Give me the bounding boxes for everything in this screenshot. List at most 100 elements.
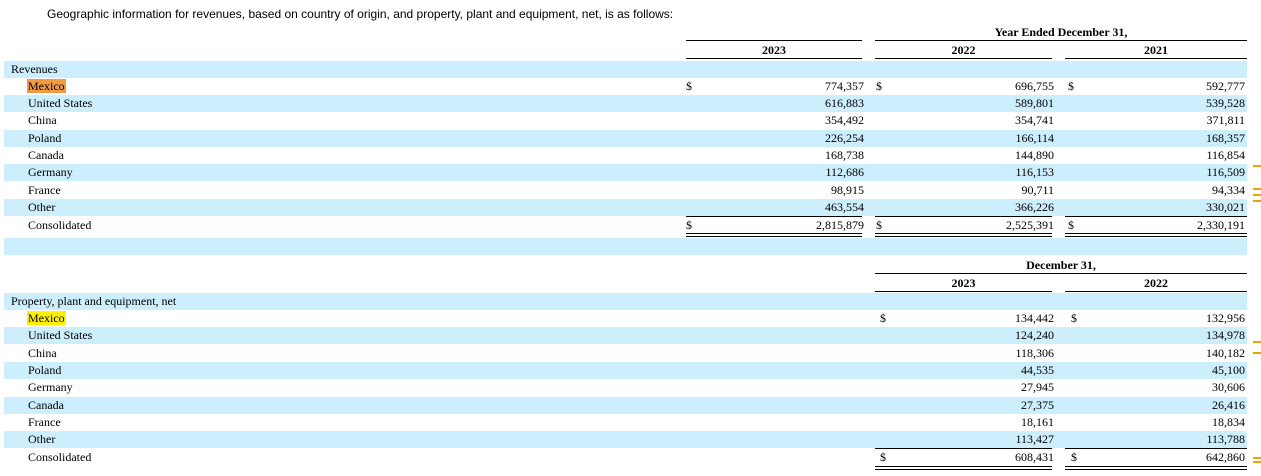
value-cell: 642,860	[1206, 450, 1245, 464]
currency-symbol: $	[880, 450, 886, 464]
revenues-year-2023: 2023	[762, 43, 786, 57]
total-double-rule	[1065, 233, 1247, 237]
value-cell: 113,788	[1206, 432, 1245, 446]
header-rule	[875, 40, 1247, 41]
subtotal-rule	[1065, 448, 1247, 449]
total-double-rule	[1065, 466, 1247, 470]
value-cell: 608,431	[1015, 450, 1054, 464]
total-double-rule	[875, 466, 1052, 470]
value-cell: 27,945	[1021, 380, 1054, 394]
value-cell: 366,226	[1015, 200, 1054, 214]
currency-symbol: $	[1071, 450, 1077, 464]
value-cell: 116,509	[1206, 165, 1245, 179]
row-label: United States	[28, 328, 93, 342]
value-cell: 371,811	[1206, 113, 1245, 127]
value-cell: 116,854	[1206, 148, 1245, 162]
currency-symbol: $	[876, 218, 882, 232]
value-cell: 27,375	[1021, 398, 1054, 412]
value-cell: 30,606	[1212, 380, 1245, 394]
table-row: Revenues	[4, 61, 1247, 78]
value-cell: 616,883	[825, 96, 864, 110]
value-cell: 463,554	[825, 200, 864, 214]
change-mark	[1253, 188, 1261, 190]
table-row: France 18,161 18,834	[4, 414, 1247, 431]
row-label: Other	[28, 432, 56, 446]
revenues-year-2021: 2021	[1144, 43, 1168, 57]
table-row-total: Consolidated $ 608,431 $ 642,860	[4, 449, 1247, 466]
table-row: Canada 27,375 26,416	[4, 397, 1247, 414]
total-double-rule	[875, 233, 1052, 237]
row-label: Germany	[28, 380, 73, 394]
revenues-year-2022: 2022	[951, 43, 976, 57]
value-cell: 144,890	[1015, 148, 1054, 162]
value-cell: 94,334	[1212, 183, 1245, 197]
row-label: Poland	[28, 363, 62, 377]
row-label: Mexico	[27, 310, 66, 327]
header-rule	[686, 40, 862, 41]
row-label: United States	[28, 96, 93, 110]
value-cell: 26,416	[1212, 398, 1245, 412]
row-label: Consolidated	[28, 450, 92, 464]
value-cell: 124,240	[1015, 328, 1054, 342]
table-row: Mexico $ 134,442 $ 132,956	[4, 310, 1247, 327]
value-cell: 168,738	[825, 148, 864, 162]
ppe-year-2022: 2022	[1144, 276, 1168, 290]
table-row: Other 463,554 366,226 330,021	[4, 199, 1247, 216]
value-cell: 98,915	[831, 183, 864, 197]
ppe-period-header: December 31,	[1026, 258, 1096, 272]
table-row: Canada 168,738 144,890 116,854	[4, 147, 1247, 164]
currency-symbol: $	[686, 218, 692, 232]
value-cell: 166,114	[1015, 131, 1054, 145]
value-cell: 2,815,879	[816, 218, 864, 232]
revenues-period-header: Year Ended December 31,	[994, 25, 1128, 39]
row-label: Canada	[28, 148, 64, 162]
table-row: Poland 226,254 166,114 168,357	[4, 130, 1247, 147]
table-row: United States 616,883 589,801 539,528	[4, 95, 1247, 112]
row-label: France	[28, 415, 61, 429]
table-row: United States 124,240 134,978	[4, 327, 1247, 344]
value-cell: 112,686	[825, 165, 864, 179]
value-cell: 118,306	[1015, 346, 1054, 360]
value-cell: 132,956	[1206, 311, 1245, 325]
change-mark	[1253, 457, 1261, 459]
row-label: Canada	[28, 398, 64, 412]
header-rule	[875, 291, 1052, 292]
change-mark	[1253, 200, 1261, 202]
value-cell: 2,525,391	[1006, 218, 1054, 232]
row-label: China	[28, 113, 57, 127]
change-mark	[1253, 194, 1261, 196]
currency-symbol: $	[1068, 218, 1074, 232]
value-cell: 116,153	[1015, 165, 1054, 179]
value-cell: 168,357	[1206, 131, 1245, 145]
table-row-total: Consolidated $ 2,815,879 $ 2,525,391 $ 2…	[4, 217, 1247, 234]
change-mark	[1253, 352, 1261, 354]
table-row: China 118,306 140,182	[4, 345, 1247, 362]
currency-symbol: $	[1071, 311, 1077, 325]
value-cell: 354,492	[825, 113, 864, 127]
subtotal-rule	[686, 216, 862, 217]
row-label-highlight: Mexico	[27, 311, 66, 325]
subtotal-rule	[1065, 216, 1247, 217]
table-row: China 354,492 354,741 371,811	[4, 112, 1247, 129]
total-double-rule	[686, 233, 862, 237]
spacer-row	[4, 238, 1247, 255]
row-label: Germany	[28, 165, 73, 179]
value-cell: 354,741	[1015, 113, 1054, 127]
subtotal-rule	[875, 448, 1052, 449]
value-cell: 113,427	[1015, 432, 1054, 446]
revenues-section-label: Revenues	[11, 62, 58, 76]
currency-symbol: $	[686, 79, 692, 93]
value-cell: 90,711	[1021, 183, 1054, 197]
header-rule	[1065, 58, 1247, 59]
value-cell: 45,100	[1212, 363, 1245, 377]
row-label: Mexico	[27, 78, 66, 95]
value-cell: 589,801	[1015, 96, 1054, 110]
header-rule	[686, 58, 862, 59]
row-label: Other	[28, 200, 56, 214]
header-rule	[1065, 291, 1247, 292]
intro-text: Geographic information for revenues, bas…	[47, 7, 674, 21]
row-label-highlight: Mexico	[27, 79, 66, 93]
table-row: Poland 44,535 45,100	[4, 362, 1247, 379]
value-cell: 44,535	[1021, 363, 1054, 377]
row-label: France	[28, 183, 61, 197]
